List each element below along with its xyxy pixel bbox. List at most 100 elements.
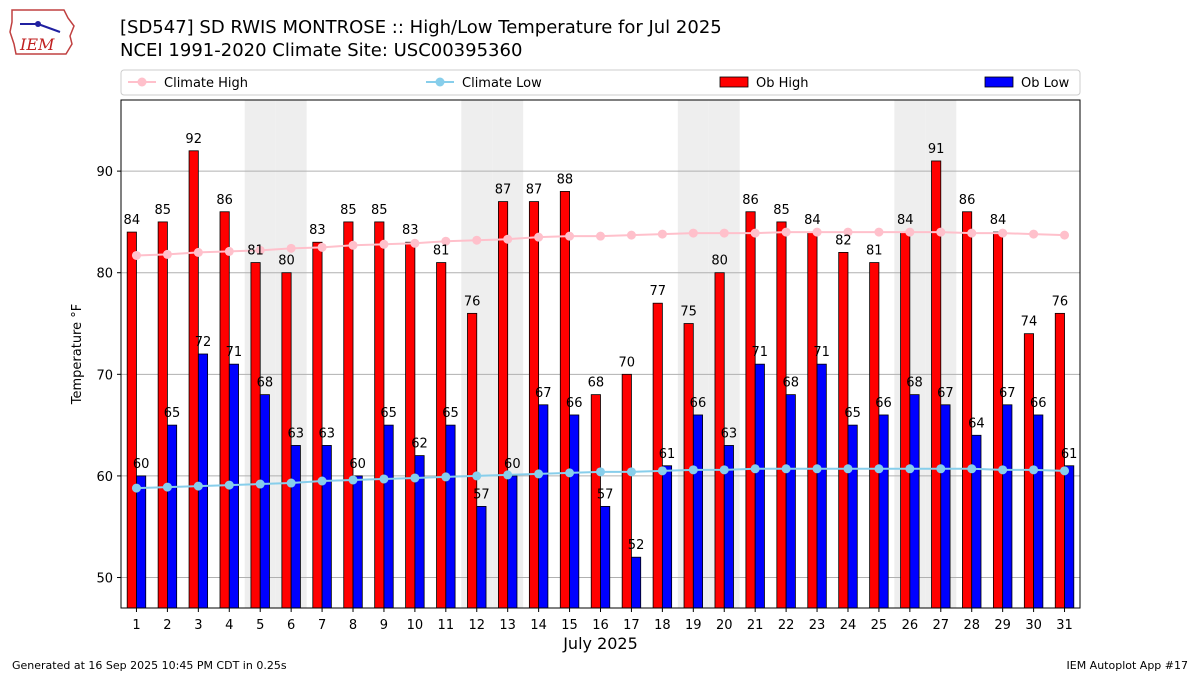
iem-logo: IEM: [9, 9, 75, 55]
climate-low-point: [626, 467, 636, 477]
climate-low-point: [812, 464, 822, 474]
x-tick-label: 14: [530, 618, 547, 633]
ob-high-label: 85: [371, 203, 388, 218]
x-tick-label: 28: [963, 618, 980, 633]
climate-high-point: [1060, 230, 1070, 240]
climate-low-point: [472, 471, 482, 481]
ob-high-label: 84: [897, 213, 914, 228]
ob-high-bar: [807, 231, 818, 609]
climate-high-point: [379, 239, 389, 249]
ob-low-bar: [785, 394, 796, 609]
ob-high-label: 68: [588, 376, 605, 391]
ob-high-bar: [528, 201, 540, 609]
ob-high-label: 87: [526, 183, 543, 198]
climate-high-point: [162, 249, 172, 259]
ob-high-label: 82: [835, 233, 852, 248]
x-tick-label: 19: [685, 618, 702, 633]
legend: Climate High Climate Low Ob High Ob Low: [120, 69, 1081, 96]
climate-high-point: [596, 231, 605, 241]
climate-high-point: [255, 245, 265, 255]
climate-low-point: [1029, 465, 1039, 475]
ob-high-label: 76: [464, 294, 481, 309]
climate-low-point: [843, 464, 853, 474]
x-tick-label: 13: [499, 618, 516, 633]
x-tick-label: 12: [468, 618, 485, 633]
ob-low-label: 65: [844, 406, 861, 421]
climate-high-point: [812, 227, 822, 237]
ob-high-label: 84: [990, 213, 1007, 228]
ob-high-bar: [745, 211, 756, 609]
x-axis-label: July 2025: [562, 634, 638, 653]
ob-high-label: 84: [804, 213, 821, 228]
ob-high-bar: [188, 150, 199, 609]
ob-low-label: 61: [659, 447, 676, 462]
legend-ob-low: Ob Low: [984, 76, 1070, 91]
climate-low-point: [534, 469, 544, 479]
ob-low-label: 65: [380, 406, 397, 421]
climate-low-point: [688, 465, 698, 475]
x-tick-label: 21: [747, 618, 764, 633]
ob-high-bar: [992, 231, 1004, 609]
ob-low-bar: [290, 445, 301, 609]
ob-high-bar: [250, 262, 261, 609]
ob-low-label: 60: [504, 457, 521, 472]
ob-low-bar: [692, 414, 703, 609]
y-tick-label: 50: [96, 572, 113, 587]
climate-high-point: [441, 236, 451, 246]
x-tick-label: 7: [318, 618, 326, 633]
ob-low-bar: [878, 414, 889, 609]
x-tick-label: 26: [902, 618, 919, 633]
x-tick-label: 20: [716, 618, 733, 633]
x-tick-label: 29: [994, 618, 1011, 633]
ob-high-label: 74: [1021, 315, 1038, 330]
climate-low-point: [224, 480, 234, 490]
ob-high-label: 76: [1052, 294, 1069, 309]
ob-high-label: 92: [185, 132, 202, 147]
climate-low-point: [657, 466, 667, 476]
ob-low-label: 57: [473, 487, 490, 502]
climate-high-point: [998, 228, 1008, 238]
ob-low-bar: [1033, 414, 1044, 609]
ob-high-label: 75: [680, 305, 697, 320]
ob-high-bar: [900, 231, 911, 609]
ob-low-label: 64: [968, 416, 985, 431]
climate-low-point: [967, 464, 977, 474]
ob-low-bar: [600, 505, 611, 609]
x-tick-label: 5: [256, 618, 264, 633]
ob-high-label: 91: [928, 142, 945, 157]
ob-low-bar: [259, 394, 270, 609]
legend-climate-high-marker: [137, 77, 147, 87]
climate-low-point: [131, 483, 141, 493]
iowa-outline-icon: [9, 9, 75, 55]
climate-low-point: [410, 473, 420, 483]
climate-low-point: [255, 479, 265, 489]
x-tick-label: 16: [592, 618, 609, 633]
ob-low-label: 68: [906, 376, 923, 391]
ob-high-bar: [869, 262, 880, 609]
ob-low-bar: [321, 445, 332, 609]
climate-high-point: [224, 246, 234, 256]
ob-high-label: 70: [619, 355, 636, 370]
climate-low-point: [317, 476, 327, 486]
climate-high-point: [750, 228, 760, 238]
ob-high-bar: [343, 221, 354, 609]
x-tick-label: 3: [194, 618, 202, 633]
climate-low-point: [348, 475, 358, 485]
ob-low-label: 65: [164, 406, 181, 421]
climate-high-point: [410, 238, 420, 248]
ob-high-label: 83: [309, 223, 326, 238]
ob-low-label: 63: [288, 426, 305, 441]
ob-low-bar: [847, 424, 858, 609]
ob-low-bar: [909, 394, 920, 609]
ob-low-label: 71: [752, 345, 769, 360]
climate-low-point: [596, 467, 605, 477]
ob-low-label: 67: [535, 386, 552, 401]
ob-low-label: 63: [318, 426, 335, 441]
ob-low-label: 71: [813, 345, 830, 360]
ob-low-bar: [631, 556, 642, 609]
x-tick-label: 17: [623, 618, 640, 633]
climate-low-point: [441, 472, 451, 482]
x-tick-label: 1: [132, 618, 140, 633]
ob-high-bar: [405, 241, 416, 609]
ob-low-label: 60: [133, 457, 150, 472]
